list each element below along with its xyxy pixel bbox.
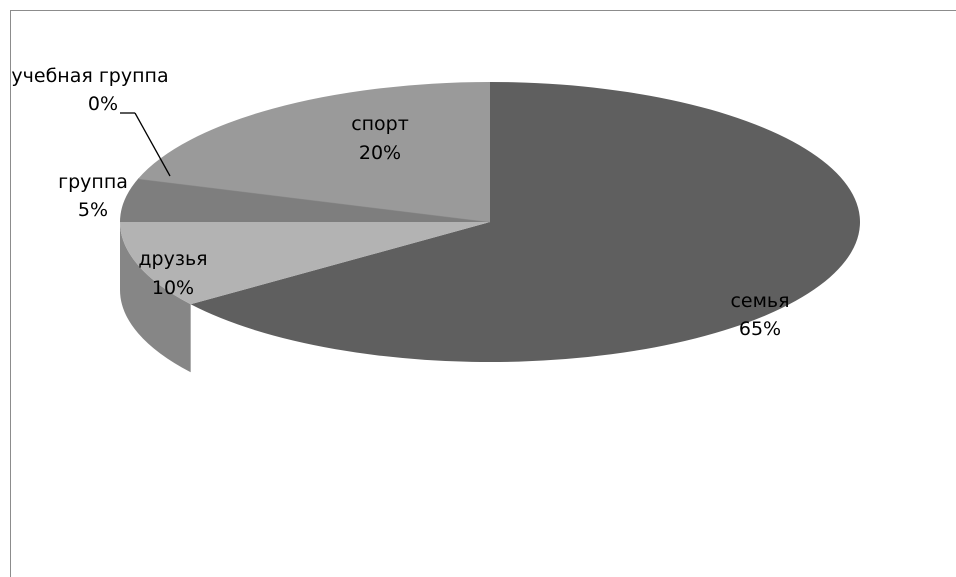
slice-label-friends: друзья (138, 248, 207, 270)
pie-slice-friends (120, 222, 490, 305)
pie-side-friends (120, 222, 191, 373)
pie-slice-group (120, 178, 490, 222)
slice-value-sport: 20% (359, 142, 401, 164)
slice-value-study-group: 0% (88, 93, 118, 115)
slice-label-sport: спорт (351, 113, 409, 135)
slice-label-family: семья (730, 290, 789, 312)
slice-value-friends: 10% (152, 277, 194, 299)
pie-slice-sport (138, 82, 491, 222)
slice-label-group: группа (58, 171, 128, 193)
leader-line (134, 112, 171, 177)
slice-value-group: 5% (78, 199, 108, 221)
pie-slice-family (190, 82, 861, 363)
slice-label-study-group: учебная группа (11, 65, 168, 87)
slice-value-family: 65% (739, 318, 781, 340)
